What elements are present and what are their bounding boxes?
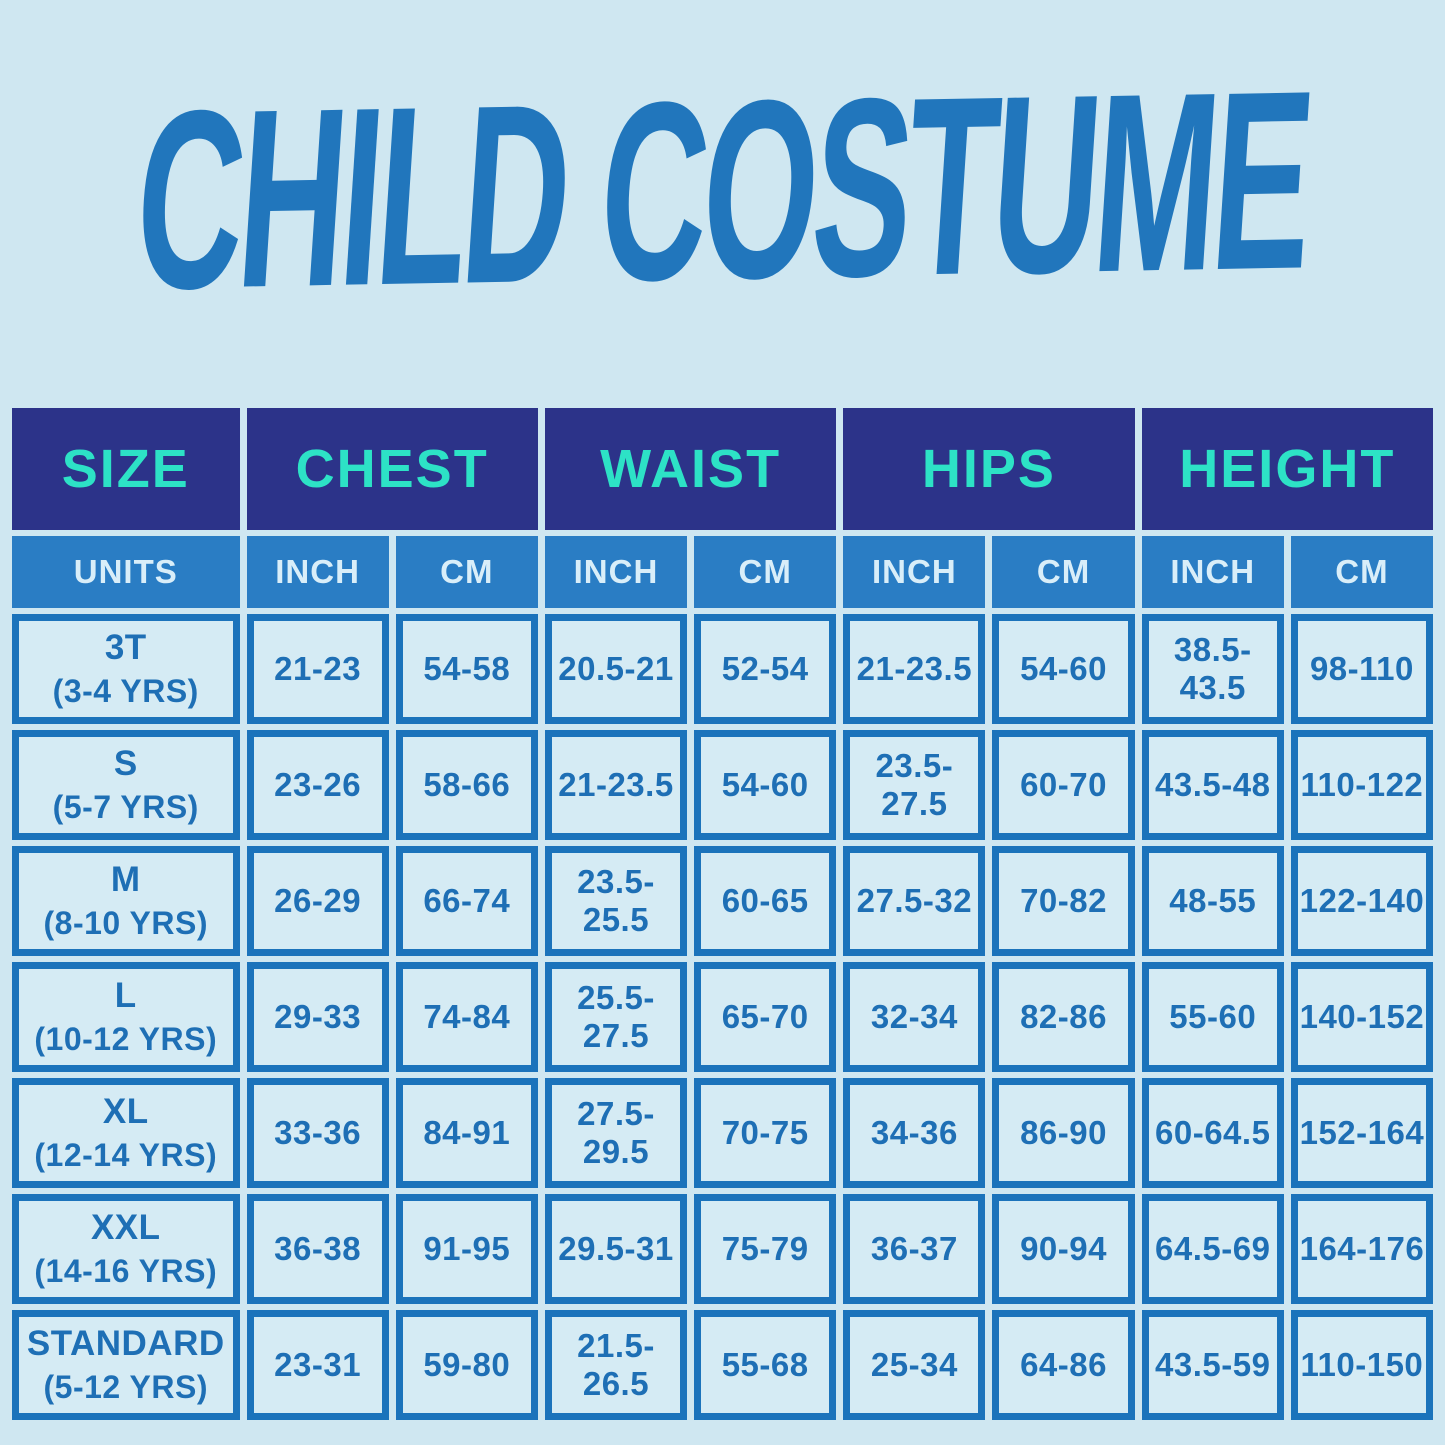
height-inch-header: INCH (1141, 536, 1284, 608)
size-age-range: (5-7 YRS) (52, 788, 199, 825)
table-cell: 60-64.5 (1141, 1078, 1284, 1188)
chest-inch-header: INCH (246, 536, 389, 608)
size-label-3t: 3T (3-4 YRS) (12, 614, 240, 724)
table-cell: 84-91 (395, 1078, 538, 1188)
table-cell: 23.5-27.5 (843, 730, 986, 840)
size-age-range: (8-10 YRS) (43, 904, 208, 941)
size-name: S (113, 744, 138, 784)
size-age-range: (3-4 YRS) (52, 672, 199, 709)
table-cell: 33-36 (246, 1078, 389, 1188)
size-name: STANDARD (26, 1324, 225, 1364)
table-cell: 43.5-48 (1141, 730, 1284, 840)
table-cell: 43.5-59 (1141, 1310, 1284, 1420)
table-cell: 54-60 (992, 614, 1135, 724)
table-cell: 54-58 (395, 614, 538, 724)
table-cell: 32-34 (843, 962, 986, 1072)
table-cell: 90-94 (992, 1194, 1135, 1304)
size-age-range: (12-14 YRS) (34, 1136, 218, 1173)
table-cell: 36-37 (843, 1194, 986, 1304)
table-cell: 82-86 (992, 962, 1135, 1072)
table-cell: 98-110 (1290, 614, 1433, 724)
size-chart-table: SIZE CHEST WAIST HIPS HEIGHT UNITS INCH … (12, 408, 1433, 1420)
size-label-l: L (10-12 YRS) (12, 962, 240, 1072)
table-cell: 48-55 (1141, 846, 1284, 956)
table-cell: 91-95 (395, 1194, 538, 1304)
table-cell: 75-79 (694, 1194, 837, 1304)
hips-cm-header: CM (992, 536, 1135, 608)
table-cell: 110-122 (1290, 730, 1433, 840)
table-cell: 29.5-31 (544, 1194, 688, 1304)
table-cell: 23.5-25.5 (544, 846, 688, 956)
table-cell: 26-29 (246, 846, 389, 956)
table-cell: 122-140 (1290, 846, 1433, 956)
table-cell: 55-60 (1141, 962, 1284, 1072)
size-label-m: M (8-10 YRS) (12, 846, 240, 956)
table-cell: 25-34 (843, 1310, 986, 1420)
table-cell: 21-23.5 (843, 614, 986, 724)
table-cell: 110-150 (1290, 1310, 1433, 1420)
height-cm-header: CM (1290, 536, 1433, 608)
column-group-height: HEIGHT (1141, 408, 1433, 530)
table-cell: 86-90 (992, 1078, 1135, 1188)
size-name: L (114, 976, 137, 1016)
table-cell: 140-152 (1290, 962, 1433, 1072)
column-group-hips: HIPS (843, 408, 1135, 530)
table-cell: 23-26 (246, 730, 389, 840)
size-name: XXL (90, 1208, 161, 1248)
size-name: 3T (104, 628, 147, 668)
size-label-s: S (5-7 YRS) (12, 730, 240, 840)
hips-inch-header: INCH (843, 536, 986, 608)
size-age-range: (10-12 YRS) (34, 1020, 218, 1057)
page-title: CHILD COSTUME (128, 38, 1317, 344)
table-cell: 70-82 (992, 846, 1135, 956)
table-cell: 60-70 (992, 730, 1135, 840)
table-cell: 36-38 (246, 1194, 389, 1304)
table-cell: 164-176 (1290, 1194, 1433, 1304)
table-cell: 52-54 (694, 614, 837, 724)
table-cell: 23-31 (246, 1310, 389, 1420)
table-cell: 66-74 (395, 846, 538, 956)
table-cell: 29-33 (246, 962, 389, 1072)
column-group-size: SIZE (12, 408, 240, 530)
table-cell: 59-80 (395, 1310, 538, 1420)
table-cell: 55-68 (694, 1310, 837, 1420)
size-age-range: (5-12 YRS) (43, 1368, 208, 1405)
size-name: XL (102, 1092, 149, 1132)
table-cell: 20.5-21 (544, 614, 688, 724)
column-group-waist: WAIST (544, 408, 837, 530)
size-label-xxl: XXL (14-16 YRS) (12, 1194, 240, 1304)
table-cell: 27.5-32 (843, 846, 986, 956)
size-label-standard: STANDARD (5-12 YRS) (12, 1310, 240, 1420)
table-cell: 21-23 (246, 614, 389, 724)
table-cell: 70-75 (694, 1078, 837, 1188)
table-cell: 65-70 (694, 962, 837, 1072)
table-cell: 25.5-27.5 (544, 962, 688, 1072)
table-cell: 21-23.5 (544, 730, 688, 840)
size-label-xl: XL (12-14 YRS) (12, 1078, 240, 1188)
units-header: UNITS (12, 536, 240, 608)
table-cell: 64.5-69 (1141, 1194, 1284, 1304)
waist-inch-header: INCH (544, 536, 688, 608)
table-cell: 54-60 (694, 730, 837, 840)
waist-cm-header: CM (694, 536, 837, 608)
size-name: M (110, 860, 141, 900)
table-cell: 152-164 (1290, 1078, 1433, 1188)
size-age-range: (14-16 YRS) (34, 1252, 218, 1289)
table-cell: 38.5-43.5 (1141, 614, 1284, 724)
table-cell: 74-84 (395, 962, 538, 1072)
table-cell: 27.5-29.5 (544, 1078, 688, 1188)
column-group-chest: CHEST (246, 408, 538, 530)
chest-cm-header: CM (395, 536, 538, 608)
table-cell: 34-36 (843, 1078, 986, 1188)
table-cell: 21.5-26.5 (544, 1310, 688, 1420)
table-cell: 58-66 (395, 730, 538, 840)
table-cell: 64-86 (992, 1310, 1135, 1420)
table-cell: 60-65 (694, 846, 837, 956)
